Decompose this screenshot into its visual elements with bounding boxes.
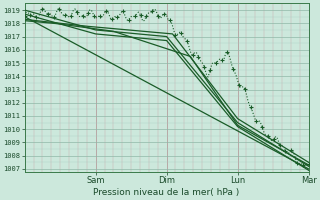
X-axis label: Pression niveau de la mer( hPa ): Pression niveau de la mer( hPa ) [93,188,240,197]
